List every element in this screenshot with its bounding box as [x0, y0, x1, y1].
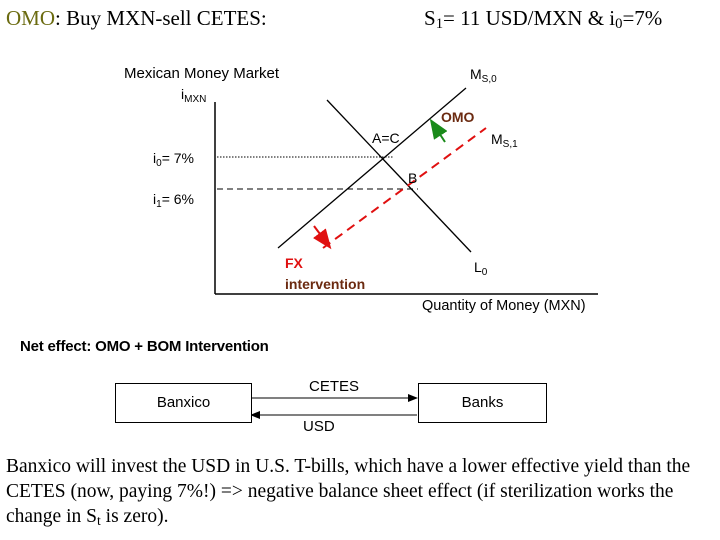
l0-label: L0 [474, 259, 488, 278]
explanation-text: Banxico will invest the USD in U.S. T-bi… [6, 454, 718, 533]
point-b-label: B [408, 170, 417, 186]
ms1-label: MS,1 [491, 131, 518, 150]
intervention-label: intervention [285, 276, 365, 292]
title-right-mid: = 11 USD/MXN & i [443, 6, 616, 30]
fx-intervention-arrow [313, 225, 332, 250]
i-subscript: 0 [615, 16, 623, 32]
usd-label: USD [303, 418, 335, 435]
l0-demand-curve [326, 99, 472, 253]
ms0-supply-curve [277, 87, 467, 249]
explanation-subscript: t [96, 513, 101, 528]
omo-arrow [429, 118, 448, 143]
title-right-end: =7% [622, 6, 663, 30]
ms1-supply-curve [322, 127, 487, 249]
ms0-label: MS,0 [470, 66, 497, 85]
y-axis-label: iMXN [181, 86, 206, 105]
i1-label: i1= 6% [153, 191, 194, 210]
net-effect-heading: Net effect: OMO + BOM Intervention [20, 338, 269, 355]
diagram-title: Mexican Money Market [124, 65, 280, 82]
i0-label: i0= 7% [153, 150, 194, 169]
slide-title-left: OMO: Buy MXN-sell CETES: [6, 6, 267, 31]
banxico-box: Banxico [115, 383, 252, 423]
s-symbol: S [424, 6, 436, 30]
omo-label: OMO [441, 109, 475, 125]
point-ac-label: A=C [372, 130, 400, 146]
explanation-main: Banxico will invest the USD in U.S. T-bi… [6, 456, 691, 527]
omo-title-word: OMO [6, 6, 56, 30]
cetes-label: CETES [309, 378, 360, 395]
title-left-text: : Buy MXN-sell CETES: [55, 6, 267, 30]
fx-label: FX [285, 255, 304, 271]
slide-title-right: S1= 11 USD/MXN & i0=7% [424, 6, 662, 33]
s-subscript: 1 [435, 16, 444, 32]
banks-box: Banks [418, 383, 547, 423]
explanation-end: is zero). [100, 506, 169, 527]
x-axis-label: Quantity of Money (MXN) [422, 298, 586, 314]
